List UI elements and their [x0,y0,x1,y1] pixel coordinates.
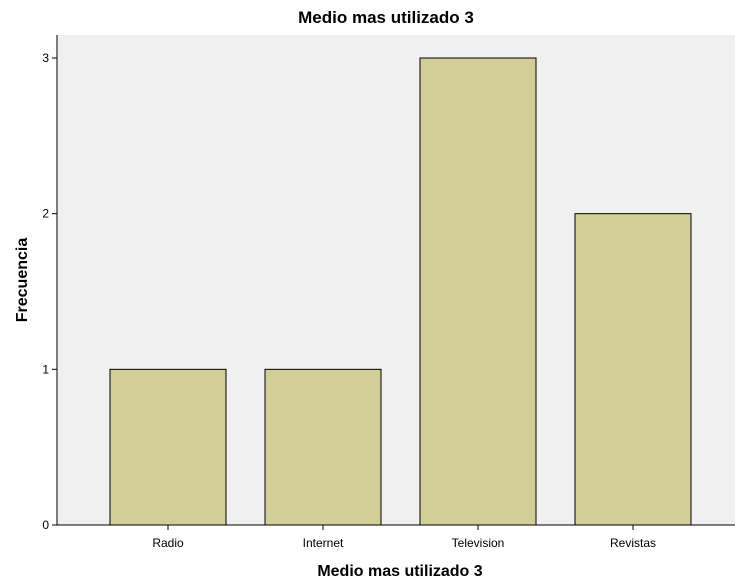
bar-internet [264,368,382,526]
bar-radio [109,368,227,526]
y-tick-label: 0 [42,518,49,532]
y-tick-label: 1 [42,362,49,376]
y-axis-ticks: 0 1 2 3 [42,51,57,532]
bar-television [419,57,537,526]
y-axis-title: Frecuencia [14,238,31,323]
y-tick-label: 2 [42,207,49,221]
x-tick-label: Revistas [610,536,656,550]
x-axis-ticks: Radio Internet Television Revistas [152,525,656,550]
chart-title: Medio mas utilizado 3 [298,8,474,27]
y-tick-label: 3 [42,51,49,65]
bar-revistas [574,213,692,526]
x-tick-label: Internet [303,536,344,550]
x-tick-label: Radio [152,536,184,550]
x-axis-title: Medio mas utilizado 3 [317,563,482,580]
x-tick-label: Television [452,536,505,550]
bars [109,57,692,526]
